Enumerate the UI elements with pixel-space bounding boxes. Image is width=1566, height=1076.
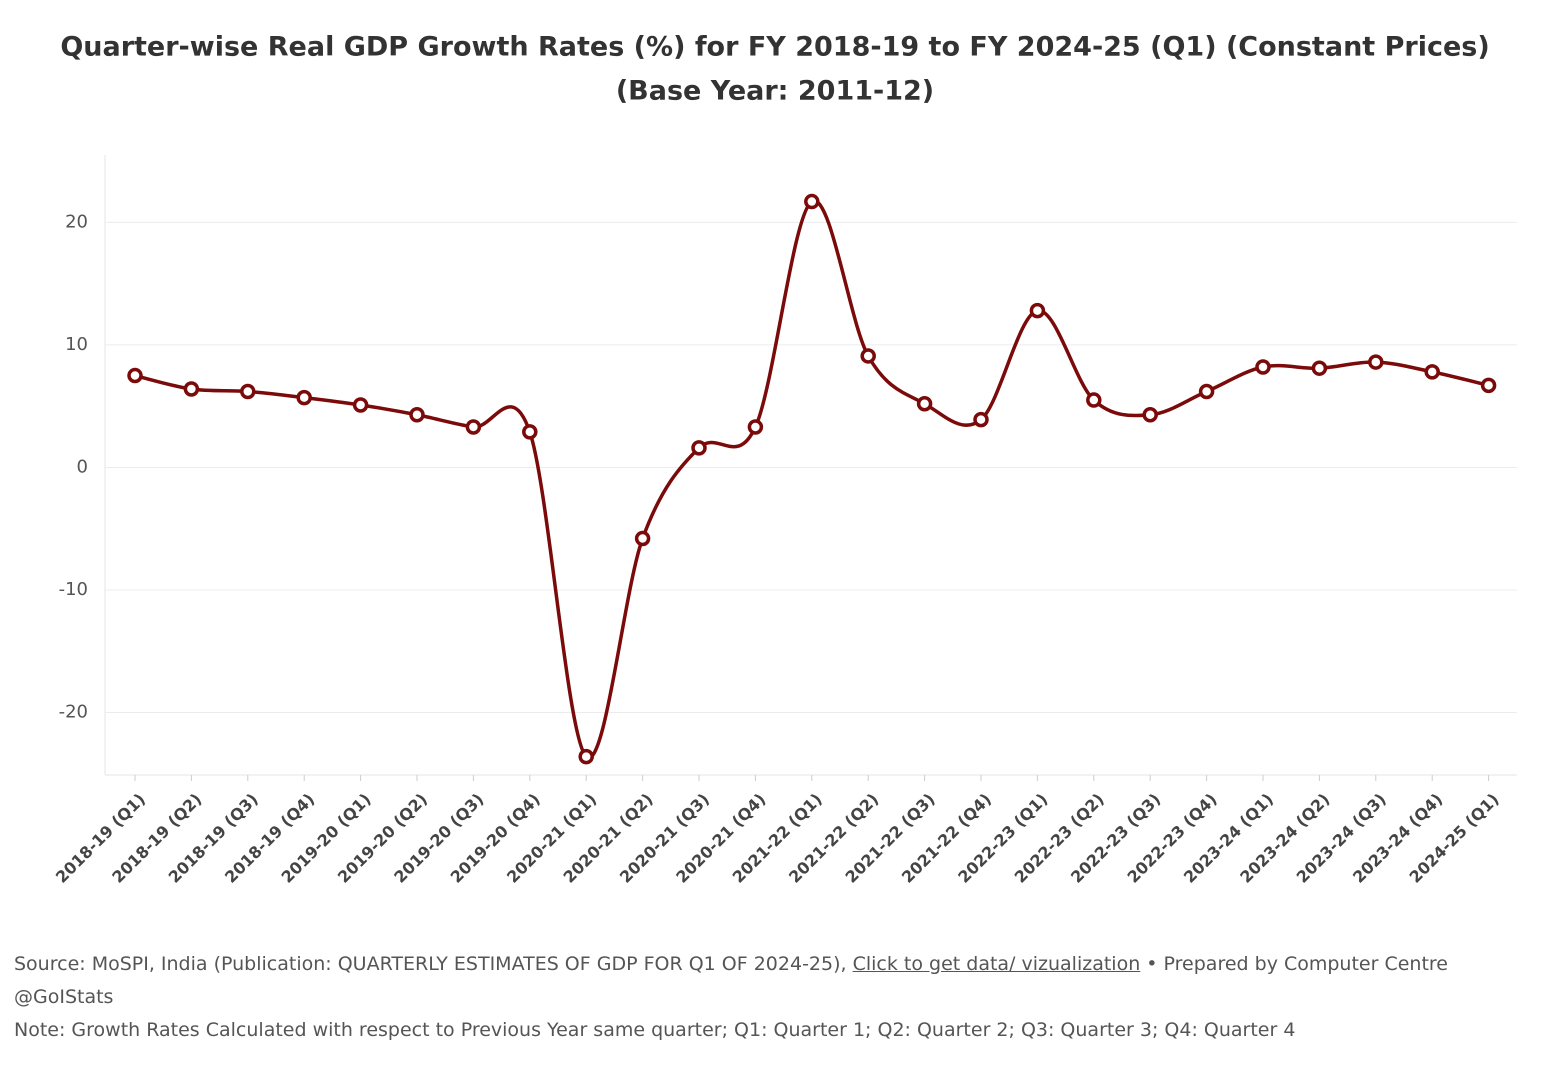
- point: [127, 367, 143, 384]
- y-tick-label: 0: [77, 456, 88, 477]
- note: Note: Growth Rates Calculated with respe…: [14, 1019, 1296, 1041]
- point: [634, 530, 651, 547]
- line: [134, 199, 1490, 760]
- source: Source: MoSPI, India (Publication: QUART…: [14, 953, 853, 975]
- point: [916, 395, 933, 412]
- point: [860, 348, 876, 364]
- chart-subtitle: (Base Year: 2011-12): [616, 76, 934, 107]
- point: [691, 440, 707, 456]
- point: [1368, 354, 1384, 370]
- y-tick-label: 10: [65, 334, 88, 355]
- point: [1142, 407, 1158, 423]
- point: [183, 381, 200, 397]
- chart-title: Quarter-wise Real GDP Growth Rates (%) f…: [60, 32, 1489, 63]
- y-tick-label: 20: [65, 211, 88, 232]
- point: [1086, 392, 1102, 408]
- source-line: Source: MoSPI, India (Publication: QUART…: [14, 948, 1544, 1014]
- prepared-by: • Prepared by Computer Centre @GoIStats: [14, 953, 1448, 1008]
- chart: Quarter-wise Real GDP Growth Rates (%) f…: [52, 32, 1517, 887]
- point: [1255, 359, 1271, 375]
- point: [409, 407, 425, 423]
- point: [804, 193, 820, 210]
- point: [522, 424, 538, 440]
- point: [352, 397, 369, 413]
- y-tick-label: -10: [59, 579, 88, 600]
- point: [973, 411, 989, 428]
- point: [1029, 302, 1046, 319]
- data-link[interactable]: Click to get data/ vizualization: [852, 953, 1141, 975]
- point: [465, 419, 482, 435]
- y-tick-label: -20: [59, 702, 88, 723]
- point: [1311, 360, 1328, 376]
- point: [1198, 383, 1215, 400]
- point: [747, 419, 764, 435]
- point: [296, 389, 312, 406]
- point: [1480, 377, 1497, 394]
- point: [240, 383, 256, 400]
- point: [1424, 364, 1440, 380]
- footer: Source: MoSPI, India (Publication: QUART…: [14, 948, 1544, 1047]
- point: [578, 748, 594, 765]
